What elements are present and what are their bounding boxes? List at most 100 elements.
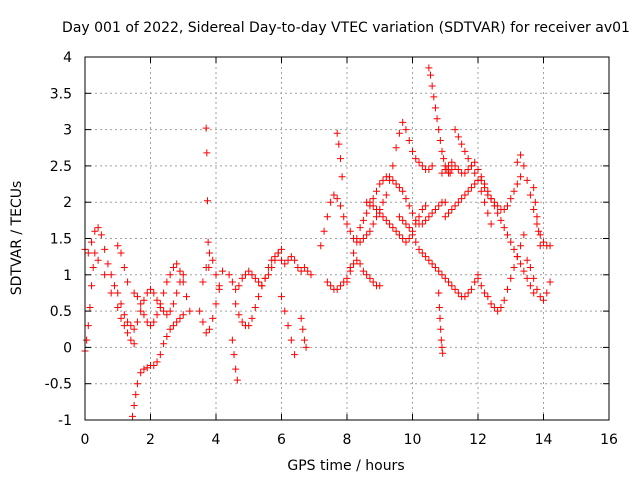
data-point <box>241 271 249 279</box>
data-point <box>245 322 253 330</box>
data-point <box>140 365 148 373</box>
data-point <box>127 322 135 330</box>
data-point <box>451 162 459 170</box>
data-point <box>536 293 544 301</box>
data-point <box>500 224 508 232</box>
data-point <box>418 162 426 170</box>
y-tick-label: 2 <box>63 195 72 211</box>
data-point <box>454 166 462 174</box>
data-point <box>238 274 246 282</box>
data-point <box>163 278 171 286</box>
data-point <box>359 216 367 224</box>
data-point <box>445 209 453 217</box>
data-point <box>513 158 521 166</box>
data-point <box>117 314 125 322</box>
data-point <box>343 220 351 228</box>
y-tick-label: 3 <box>63 123 72 139</box>
data-point <box>430 93 438 101</box>
data-point <box>530 184 538 192</box>
data-point <box>297 267 305 275</box>
data-point <box>333 195 341 203</box>
data-point <box>500 296 508 304</box>
data-point <box>523 256 531 264</box>
data-point <box>359 267 367 275</box>
data-point <box>392 227 400 235</box>
data-point <box>464 289 472 297</box>
data-point <box>166 325 174 333</box>
x-tick-label: 14 <box>535 432 553 448</box>
data-point <box>248 271 256 279</box>
data-point <box>484 293 492 301</box>
data-point <box>454 133 462 141</box>
data-point <box>340 213 348 221</box>
data-point <box>302 343 310 351</box>
axis-ticks <box>84 56 610 421</box>
grid <box>85 57 609 420</box>
data-point <box>232 300 240 308</box>
data-point <box>484 209 492 217</box>
y-tick-label: -0.5 <box>45 377 72 393</box>
data-point <box>461 169 469 177</box>
data-point <box>114 303 122 311</box>
data-point <box>173 289 181 297</box>
data-point <box>212 300 220 308</box>
data-point <box>251 274 259 282</box>
data-point <box>176 267 184 275</box>
data-point <box>464 155 472 163</box>
data-point <box>294 264 302 272</box>
data-point <box>379 198 387 206</box>
data-point <box>323 278 331 286</box>
data-point <box>147 285 154 293</box>
data-point <box>376 180 384 188</box>
data-point <box>503 202 511 210</box>
data-point <box>395 231 403 239</box>
data-point <box>350 260 358 268</box>
x-tick-label: 8 <box>343 432 352 448</box>
data-point <box>238 318 246 326</box>
data-point <box>110 282 118 290</box>
data-point <box>481 198 489 206</box>
data-point <box>366 227 374 235</box>
data-point <box>120 264 128 272</box>
data-point <box>212 271 220 279</box>
data-point <box>405 224 413 232</box>
data-point <box>333 129 341 137</box>
data-point <box>91 227 99 235</box>
data-point <box>350 249 358 257</box>
data-point <box>169 300 177 308</box>
data-point <box>255 293 263 301</box>
data-point <box>97 231 105 239</box>
data-point <box>133 293 141 301</box>
data-point <box>127 336 135 344</box>
data-point <box>156 300 164 308</box>
data-point <box>205 325 213 333</box>
data-point <box>379 213 387 221</box>
data-point <box>338 173 346 181</box>
data-point <box>402 238 410 246</box>
x-tick-label: 4 <box>212 432 221 448</box>
data-point <box>428 162 436 170</box>
data-point <box>363 231 371 239</box>
data-point <box>117 249 125 257</box>
data-point <box>235 311 243 319</box>
data-point <box>287 336 295 344</box>
data-point <box>503 231 511 239</box>
data-point <box>128 412 136 420</box>
data-point <box>389 224 397 232</box>
data-point <box>526 264 534 272</box>
data-point <box>258 282 266 290</box>
data-point <box>232 285 240 293</box>
data-point <box>186 307 194 315</box>
data-point <box>233 376 241 384</box>
data-point <box>520 267 528 275</box>
data-point <box>392 180 400 188</box>
data-point <box>179 271 187 279</box>
data-point <box>133 380 141 388</box>
data-point <box>153 358 161 366</box>
data-point <box>441 198 449 206</box>
data-point <box>209 314 217 322</box>
data-point <box>533 220 541 228</box>
data-point <box>124 318 132 326</box>
data-point <box>418 220 426 228</box>
data-point <box>147 322 154 330</box>
